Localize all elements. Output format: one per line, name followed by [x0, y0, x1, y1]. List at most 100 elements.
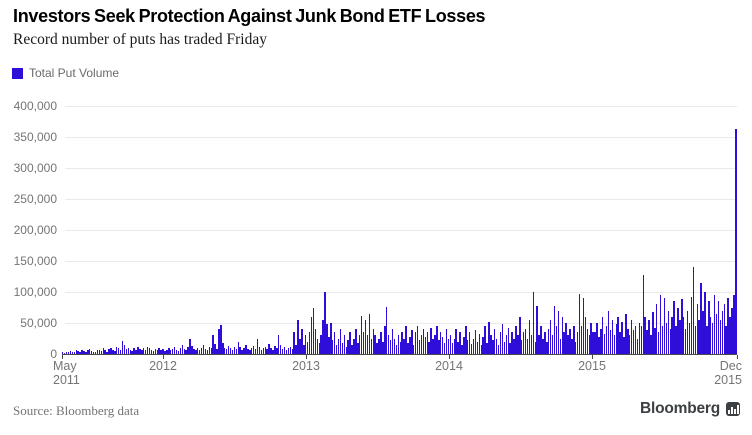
bar [681, 299, 683, 354]
bar [569, 329, 571, 354]
bar [524, 329, 527, 354]
bar [206, 350, 209, 354]
bar [636, 338, 639, 354]
bar [704, 292, 706, 354]
bar [131, 350, 133, 354]
bar [291, 349, 293, 354]
gridline [65, 261, 737, 262]
x-tick-mark [306, 355, 307, 359]
bar [557, 310, 560, 354]
bar [262, 348, 264, 354]
bar [106, 351, 108, 354]
x-tick-marks [62, 355, 738, 360]
bar [243, 348, 245, 354]
bar [526, 338, 529, 354]
bar [661, 326, 664, 354]
bar [677, 307, 679, 354]
bar [646, 330, 648, 354]
bar [470, 344, 473, 354]
bar [592, 332, 594, 354]
bar [355, 329, 357, 354]
bar [125, 349, 128, 354]
bar [359, 335, 361, 354]
bar [629, 335, 631, 354]
bar [316, 338, 318, 354]
bar [279, 345, 282, 354]
bar [428, 341, 430, 354]
bar [432, 338, 434, 354]
bar [511, 332, 513, 354]
bar [615, 324, 617, 354]
bar [104, 350, 106, 354]
bar [264, 346, 266, 354]
bar [717, 301, 720, 354]
bar [729, 316, 731, 354]
bar [403, 338, 405, 354]
bar [73, 352, 75, 354]
bar [110, 347, 112, 354]
bar [330, 323, 332, 354]
bar [733, 295, 735, 354]
bar [619, 332, 621, 354]
bar [123, 345, 126, 354]
bar [669, 329, 671, 354]
bar [418, 340, 421, 354]
bar [96, 350, 99, 354]
bar [133, 348, 135, 354]
bar [63, 352, 66, 354]
bar [713, 295, 716, 354]
bar [609, 330, 612, 354]
legend-label: Total Put Volume [29, 66, 120, 80]
bar [413, 344, 415, 354]
y-tick-label: 400,000 [13, 99, 57, 113]
bar [621, 321, 623, 354]
bar [576, 332, 579, 354]
x-tick-mark [62, 355, 63, 359]
bar [189, 338, 191, 354]
bar [143, 347, 145, 354]
bar [320, 335, 322, 354]
bar [158, 348, 160, 354]
bar [339, 329, 342, 354]
bar [478, 334, 480, 354]
bar [490, 335, 492, 354]
bar [75, 350, 77, 354]
bar [671, 316, 673, 354]
bar [397, 335, 399, 354]
bar [679, 319, 681, 354]
x-tick-mark [737, 355, 738, 359]
bar [301, 329, 303, 354]
bar [224, 347, 226, 354]
bar [139, 349, 141, 354]
bar [459, 332, 461, 354]
bar [472, 338, 475, 354]
x-tick-mark [592, 355, 593, 359]
bar [241, 349, 243, 354]
bar [314, 329, 317, 354]
bar [310, 316, 313, 354]
bar [503, 341, 506, 354]
bar [484, 326, 486, 354]
bar [391, 329, 394, 354]
y-tick-label: 50,000 [20, 316, 57, 330]
bar [644, 316, 646, 354]
bar [654, 327, 656, 354]
bar [522, 332, 525, 354]
bar [580, 326, 583, 354]
bar [663, 298, 666, 354]
bar [81, 349, 83, 354]
bar [688, 323, 691, 354]
bar [559, 338, 561, 354]
bar [212, 335, 214, 354]
bar [488, 321, 490, 354]
bar [337, 338, 340, 354]
bar [719, 319, 722, 354]
bloomberg-logo[interactable]: Bloomberg [640, 400, 740, 418]
bar [281, 349, 284, 354]
bar [594, 332, 596, 354]
bar [405, 326, 407, 354]
bar [266, 349, 268, 354]
bar [382, 341, 384, 354]
bar [368, 313, 371, 354]
bar [528, 319, 531, 354]
